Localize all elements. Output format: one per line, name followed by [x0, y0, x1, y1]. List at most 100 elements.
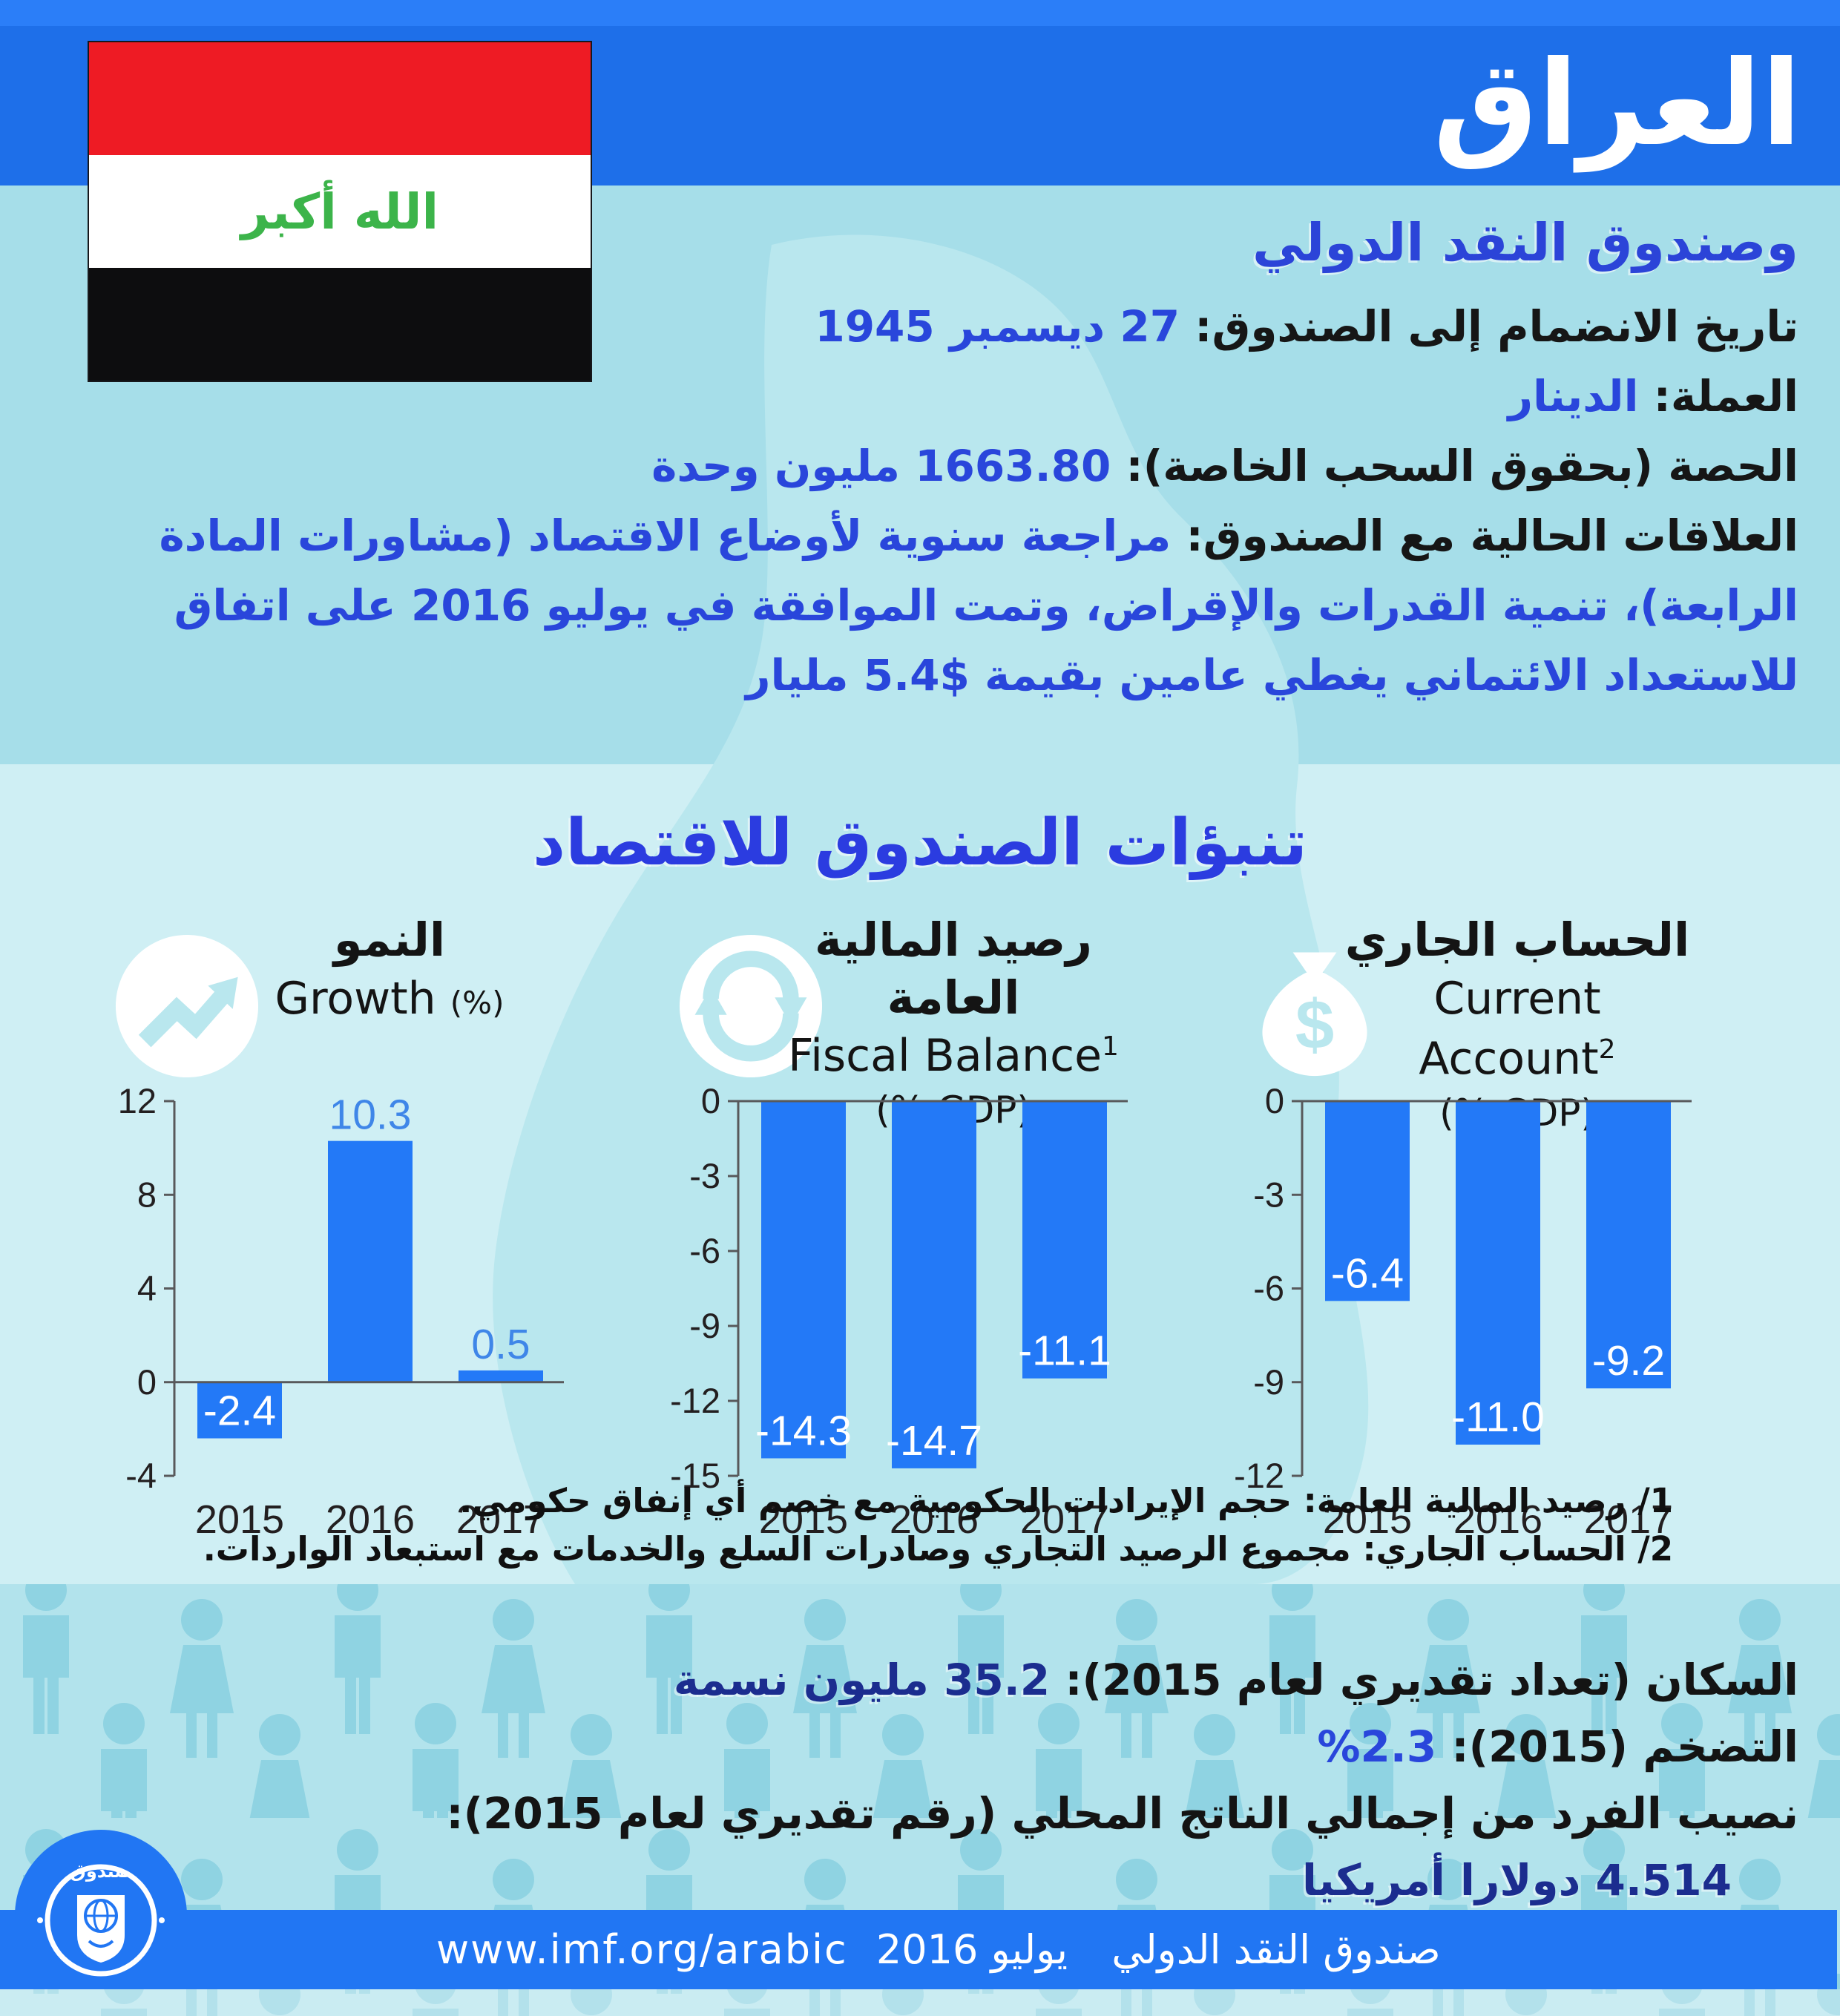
- bar-2016: [1456, 1101, 1540, 1445]
- info-line: العلاقات الحالية مع الصندوق: مراجعة سنوي…: [52, 502, 1798, 711]
- info-line: الحصة (بحقوق السحب الخاصة): 1663.80 مليو…: [52, 432, 1798, 502]
- imf-info-section: وصندوق النقد الدولي تاريخ الانضمام إلى ا…: [52, 212, 1798, 711]
- stat-label: السكان (تعداد تقديري لعام 2015):: [1050, 1655, 1798, 1705]
- info-line: العملة: الدينار: [52, 362, 1798, 432]
- stat-label: التضخم (2015):: [1436, 1721, 1798, 1772]
- svg-text:-9: -9: [1253, 1362, 1284, 1402]
- svg-text:-4: -4: [125, 1456, 157, 1495]
- flag-takbir-text: الله أكبر: [240, 183, 439, 240]
- chart-footnote-ref: 2: [1598, 1034, 1616, 1065]
- chart-titles: النمو Growth (%): [215, 911, 564, 1029]
- svg-text:2015: 2015: [759, 1497, 848, 1542]
- stat-line: نصيب الفرد من إجمالي الناتج المحلي (رقم …: [67, 1781, 1798, 1848]
- chart-footnote-ref: 1: [1101, 1031, 1119, 1062]
- stat-value: 2.3%: [1317, 1721, 1437, 1772]
- bar-2015: [1325, 1101, 1410, 1301]
- chart-titles: رصيد المالية العامة Fiscal Balance1 (% G…: [779, 911, 1128, 1135]
- svg-text:0: 0: [701, 1086, 720, 1120]
- svg-text:-3: -3: [689, 1156, 720, 1195]
- stat-line: التضخم (2015): 2.3%: [67, 1714, 1798, 1781]
- bar-2015: [761, 1101, 846, 1459]
- chart-title-english: Growth (%): [275, 972, 505, 1025]
- info-value: الدينار: [1508, 370, 1639, 421]
- svg-text:-9.2: -9.2: [1592, 1337, 1665, 1385]
- svg-text:10.3: 10.3: [329, 1091, 412, 1139]
- svg-text:2016: 2016: [1453, 1497, 1542, 1542]
- imf-seal-icon: صندوق: [37, 1861, 165, 1977]
- stat-line: 4.514 دولارا أمريكيا: [67, 1848, 1798, 1914]
- info-lines: تاريخ الانضمام إلى الصندوق: 27 ديسمبر 19…: [52, 292, 1798, 711]
- iraq-flag: الله أكبر: [88, 41, 592, 382]
- footer-date: يوليو 2016: [875, 1926, 1068, 1973]
- svg-text:12: 12: [118, 1086, 157, 1120]
- bar-2015: [197, 1382, 282, 1439]
- bar-2016: [328, 1140, 413, 1382]
- chart-header: رصيد المالية العامة Fiscal Balance1 (% G…: [653, 911, 1187, 1132]
- footnote-line: 2/ الحساب الجاري: مجموع الرصيد التجاري و…: [203, 1529, 1673, 1569]
- svg-text:-2.4: -2.4: [203, 1388, 276, 1435]
- imf-logo: صندوق: [15, 1830, 187, 1989]
- stat-value: 4.514 دولارا أمريكيا: [1302, 1854, 1732, 1905]
- svg-text:2016: 2016: [890, 1497, 979, 1542]
- footer-bar: www.imf.org/arabic يوليو 2016 صندوق النق…: [0, 1910, 1837, 1989]
- footnote-line: 1/ رصيد المالية العامة: حجم الإيرادات ال…: [459, 1481, 1673, 1520]
- footer-url: www.imf.org/arabic: [436, 1926, 848, 1973]
- bar-2017: [1586, 1101, 1671, 1389]
- info-value: 27 ديسمبر 1945: [815, 301, 1180, 352]
- svg-text:-11.1: -11.1: [1018, 1327, 1111, 1375]
- chart-title-arabic: رصيد المالية العامة: [815, 913, 1092, 1025]
- refresh-icon: [678, 933, 824, 1079]
- svg-text:$: $: [1295, 985, 1334, 1063]
- chart-column-current-account: $ الحساب الجاري Current Account2 (% GDP)…: [1217, 911, 1751, 1579]
- svg-text:-3: -3: [1253, 1175, 1284, 1214]
- chart-unit: (%): [450, 984, 505, 1021]
- chart-column-fiscal-balance: رصيد المالية العامة Fiscal Balance1 (% G…: [653, 911, 1187, 1579]
- money-bag-icon: $: [1242, 933, 1387, 1079]
- bar-2017: [459, 1370, 543, 1382]
- svg-text:-14.3: -14.3: [755, 1407, 852, 1454]
- trend-up-icon: [114, 933, 260, 1079]
- svg-text:2015: 2015: [195, 1497, 284, 1542]
- population-stats-section: السكان (تعداد تقديري لعام 2015): 35.2 مل…: [67, 1647, 1798, 1914]
- svg-text:-15: -15: [670, 1456, 720, 1495]
- info-value: مراجعة سنوية لأوضاع الاقتصاد (مشاورات ال…: [159, 510, 1798, 700]
- stats-lines: السكان (تعداد تقديري لعام 2015): 35.2 مل…: [67, 1647, 1798, 1914]
- chart-title-arabic: الحساب الجاري: [1344, 913, 1690, 967]
- chart-column-growth: النمو Growth (%) 12 8 4 0 -4 -2.4 10.3 0.5 2015 2…: [89, 911, 623, 1579]
- info-label: العلاقات الحالية مع الصندوق:: [1171, 510, 1798, 561]
- info-label: الحصة (بحقوق السحب الخاصة):: [1111, 440, 1798, 491]
- info-label: تاريخ الانضمام إلى الصندوق:: [1180, 301, 1798, 352]
- svg-text:-9: -9: [689, 1306, 720, 1345]
- svg-text:-12: -12: [670, 1381, 720, 1420]
- svg-text:8: 8: [137, 1175, 157, 1214]
- flag-stripe-black: [89, 268, 591, 381]
- footer-org: صندوق النقد الدولي: [1111, 1926, 1441, 1973]
- iraq-map-silhouette: [493, 234, 1369, 1585]
- chart-header: $ الحساب الجاري Current Account2 (% GDP): [1217, 911, 1751, 1135]
- svg-text:0: 0: [1265, 1086, 1284, 1120]
- footnotes: 1/ رصيد المالية العامة: حجم الإيرادات ال…: [148, 1477, 1673, 1574]
- svg-text:2017: 2017: [1020, 1497, 1109, 1542]
- svg-text:-6: -6: [1253, 1269, 1284, 1308]
- info-line: تاريخ الانضمام إلى الصندوق: 27 ديسمبر 19…: [52, 292, 1798, 362]
- chart-title-arabic: النمو: [333, 913, 446, 967]
- chart-header: النمو Growth (%): [89, 911, 623, 1083]
- svg-text:-11.0: -11.0: [1451, 1393, 1545, 1441]
- info-section-title: وصندوق النقد الدولي: [1252, 212, 1798, 273]
- chart-titles: الحساب الجاري Current Account2 (% GDP): [1343, 911, 1692, 1137]
- svg-text:2017: 2017: [1584, 1497, 1673, 1542]
- stat-value: 35.2 مليون نسمة: [673, 1655, 1051, 1705]
- svg-text:0: 0: [137, 1362, 157, 1402]
- forecast-section-title: تنبؤات الصندوق للاقتصاد: [532, 806, 1307, 880]
- bar-2016: [892, 1101, 976, 1468]
- info-value: 1663.80 مليون وحدة: [651, 440, 1111, 491]
- svg-text:-12: -12: [1234, 1456, 1284, 1495]
- page-title: العراق: [1433, 36, 1801, 172]
- svg-text:-6.4: -6.4: [1331, 1250, 1404, 1297]
- svg-text:2016: 2016: [326, 1497, 415, 1542]
- svg-text:-6: -6: [689, 1231, 720, 1270]
- chart-title-english: Fiscal Balance1: [788, 1030, 1119, 1082]
- flag-stripe-white: الله أكبر: [89, 155, 591, 268]
- svg-text:-14.7: -14.7: [886, 1417, 982, 1465]
